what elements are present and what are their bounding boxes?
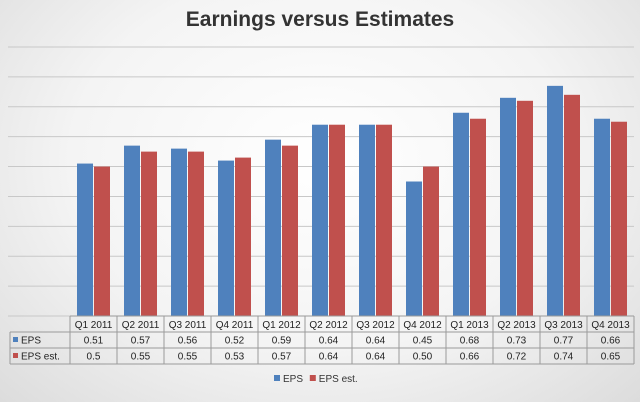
bar [547, 85, 563, 316]
bar [171, 148, 187, 316]
data-label: 0.73 [507, 336, 527, 347]
data-label: 0.72 [507, 352, 527, 363]
data-label: 0.55 [131, 352, 151, 363]
bar [564, 94, 580, 316]
bar [423, 166, 439, 316]
bar [470, 118, 486, 316]
tick-label-x: Q2 2012 [309, 320, 348, 331]
tick-label-x: Q2 2013 [497, 320, 536, 331]
bar [453, 112, 469, 316]
bar [376, 124, 392, 316]
legend-entry: EPS est. [319, 374, 358, 385]
data-label: 0.64 [366, 336, 386, 347]
bar [594, 118, 610, 316]
tick-label-x: Q1 2012 [262, 320, 301, 331]
data-label: 0.68 [460, 336, 480, 347]
bar [406, 181, 422, 316]
tick-label-x: Q1 2011 [75, 320, 113, 331]
tick-label-x: Q2 2011 [122, 320, 160, 331]
bar [312, 124, 328, 316]
legend-key [13, 353, 18, 358]
bar [359, 124, 375, 316]
data-label: 0.50 [413, 352, 433, 363]
tick-label-x: Q1 2013 [450, 320, 489, 331]
bar [282, 145, 298, 316]
data-label: 0.53 [225, 352, 245, 363]
legend-swatch [309, 375, 316, 381]
data-label: 0.57 [131, 336, 151, 347]
bar [94, 166, 110, 316]
legend-swatch [274, 375, 280, 381]
tick-label-x: Q4 2013 [591, 320, 630, 331]
data-label: 0.66 [601, 336, 621, 347]
data-label: 0.74 [554, 352, 574, 363]
bar [188, 151, 204, 316]
series-row-label: EPS est. [21, 352, 60, 363]
data-label: 0.59 [272, 336, 292, 347]
bar [265, 139, 281, 316]
tick-label-x: Q3 2011 [169, 320, 207, 331]
legend-entry: EPS [283, 374, 303, 385]
tick-label-x: Q4 2011 [216, 320, 254, 331]
data-label: 0.51 [84, 336, 104, 347]
legend-key [13, 337, 18, 342]
data-label: 0.65 [601, 352, 621, 363]
bar [517, 100, 533, 316]
bar [329, 124, 345, 316]
tick-label-x: Q3 2012 [356, 320, 395, 331]
data-label: 0.64 [319, 352, 339, 363]
data-label: 0.55 [178, 352, 198, 363]
data-label: 0.5 [87, 352, 101, 363]
tick-label-x: Q4 2012 [403, 320, 442, 331]
tick-label-x: Q3 2013 [544, 320, 583, 331]
bar [235, 157, 251, 316]
bar [218, 160, 234, 316]
chart-title: Earnings versus Estimates [185, 8, 455, 31]
data-label: 0.77 [554, 336, 574, 347]
bar [77, 163, 93, 316]
series-row-label: EPS [21, 336, 41, 347]
data-label: 0.64 [366, 352, 386, 363]
data-label: 0.57 [272, 352, 292, 363]
bar [611, 121, 627, 316]
data-label: 0.52 [225, 336, 245, 347]
data-label: 0.64 [319, 336, 339, 347]
data-label: 0.66 [460, 352, 480, 363]
bar [141, 151, 157, 316]
data-label: 0.56 [178, 336, 198, 347]
data-label: 0.45 [413, 336, 433, 347]
bar [124, 145, 140, 316]
bar [500, 97, 516, 316]
